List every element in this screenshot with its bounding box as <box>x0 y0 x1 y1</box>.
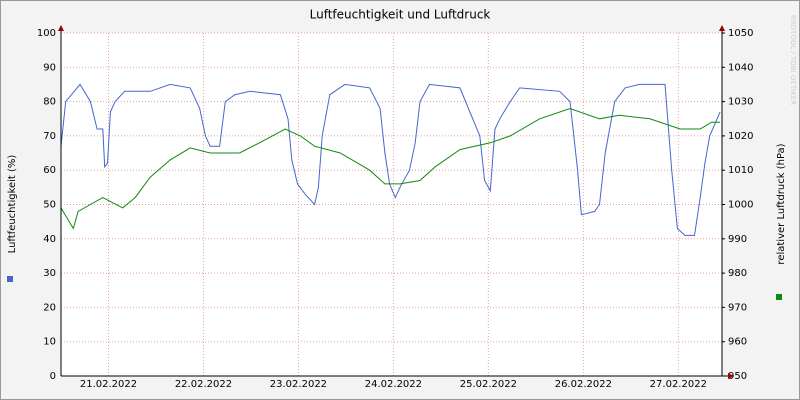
chart-title: Luftfeuchtigkeit und Luftdruck <box>310 8 491 22</box>
x-tick-label: 27.02.2022 <box>650 379 707 390</box>
x-tick-label: 23.02.2022 <box>270 379 327 390</box>
y-tick-label: 40 <box>43 234 56 245</box>
axis-arrow <box>728 373 734 379</box>
series-line <box>60 83 721 236</box>
axis-arrow <box>719 25 725 31</box>
y2-tick-label: 970 <box>728 302 747 313</box>
x-tick-label: 25.02.2022 <box>460 379 517 390</box>
y2-tick-label: 950 <box>728 371 747 382</box>
y2-tick-label: 990 <box>728 234 747 245</box>
y2-tick-label: 1030 <box>728 97 753 108</box>
y-tick-label: 90 <box>43 62 56 73</box>
y2-tick-label: 1040 <box>728 62 753 73</box>
y-tick-label: 60 <box>43 165 56 176</box>
y-tick-label: 50 <box>43 200 56 211</box>
y2-tick-label: 1010 <box>728 165 753 176</box>
layer: 0102030405060708090100950960970980990100… <box>37 28 754 390</box>
x-tick-label: 24.02.2022 <box>365 379 422 390</box>
legend-swatch <box>7 276 13 282</box>
x-tick-label: 21.02.2022 <box>80 379 137 390</box>
y2-tick-label: 1020 <box>728 131 753 142</box>
x-tick-label: 26.02.2022 <box>555 379 612 390</box>
legend-swatch <box>776 294 782 300</box>
series-line <box>60 107 721 230</box>
y-tick-label: 70 <box>43 131 56 142</box>
y-tick-label: 30 <box>43 268 56 279</box>
y2-axis-label: relativer Luftdruck (hPa) <box>776 143 787 264</box>
y2-tick-label: 1000 <box>728 200 753 211</box>
y-tick-label: 0 <box>50 371 56 382</box>
y-tick-label: 100 <box>37 28 56 39</box>
y2-tick-label: 980 <box>728 268 747 279</box>
y2-tick-label: 1050 <box>728 28 753 39</box>
y2-tick-label: 960 <box>728 337 747 348</box>
y-tick-label: 20 <box>43 302 56 313</box>
y-axis-label: Luftfeuchtigkeit (%) <box>7 155 18 254</box>
x-tick-label: 22.02.2022 <box>175 379 232 390</box>
y-tick-label: 80 <box>43 97 56 108</box>
watermark: RRDTOOL / TOBI OETIKER <box>789 15 797 105</box>
y-tick-label: 10 <box>43 337 56 348</box>
axis-arrow <box>58 25 64 31</box>
